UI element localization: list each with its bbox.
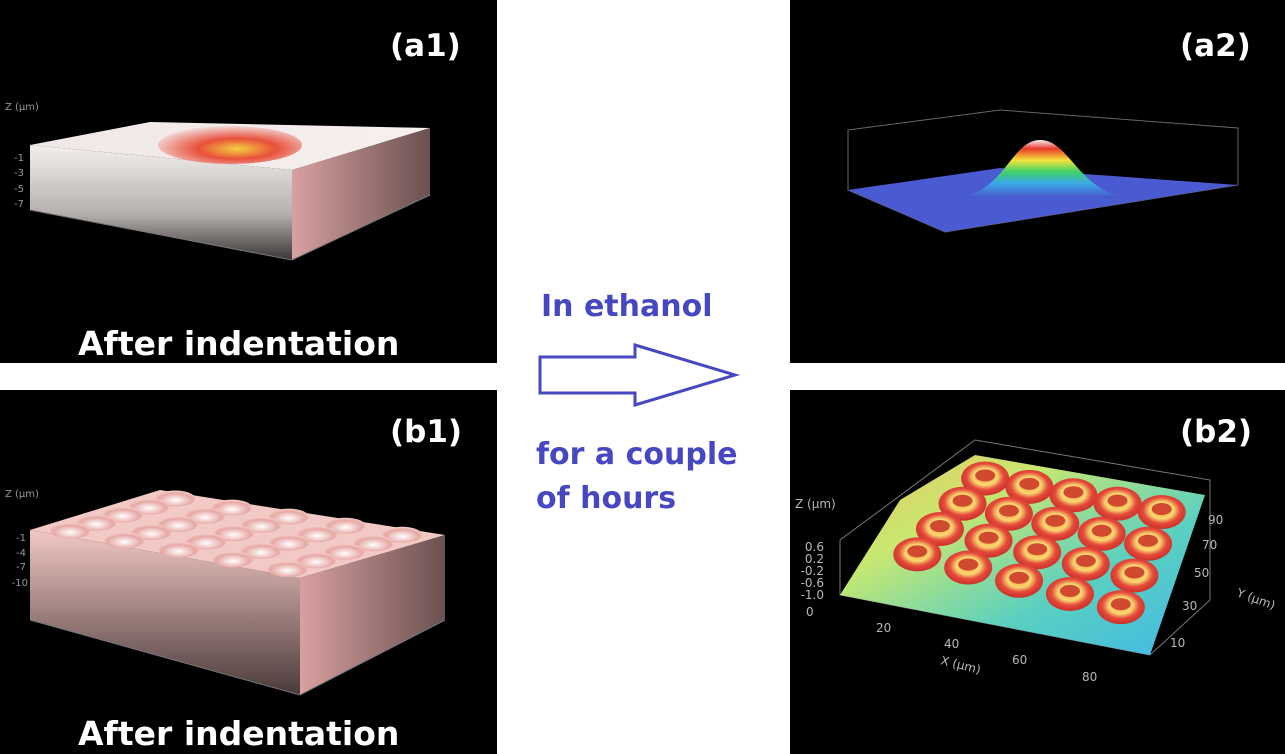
tick-label: -1 xyxy=(16,533,26,544)
pit xyxy=(1019,477,1040,490)
pit xyxy=(952,494,973,507)
pit xyxy=(975,469,996,482)
tick-label: -1 xyxy=(14,153,24,164)
tick-label: 0 xyxy=(806,605,814,619)
arrow-text: In ethanol xyxy=(541,289,713,324)
tick-label: 60 xyxy=(1012,653,1027,667)
pit xyxy=(1027,543,1048,556)
caption: After indentation xyxy=(78,324,399,363)
dome xyxy=(1061,546,1110,581)
caption: After indentation xyxy=(78,714,399,753)
pit xyxy=(325,517,366,534)
surface-b1 xyxy=(29,490,446,696)
dome xyxy=(1096,590,1145,625)
pit xyxy=(213,525,254,542)
surface-b2 xyxy=(839,439,1211,656)
dome xyxy=(1110,558,1159,593)
pit xyxy=(1138,534,1159,547)
pit xyxy=(1063,486,1084,499)
pit xyxy=(1124,566,1145,579)
pit xyxy=(382,526,423,543)
tick-label: 90 xyxy=(1208,513,1223,527)
pit xyxy=(1009,571,1030,584)
pit xyxy=(158,541,199,558)
dome xyxy=(1013,535,1062,570)
pit xyxy=(324,543,365,560)
dome xyxy=(1077,516,1126,551)
pit xyxy=(978,531,999,544)
pit xyxy=(269,534,310,551)
pit xyxy=(1091,524,1112,537)
pit xyxy=(1110,598,1131,611)
tick-label: 0.2 xyxy=(805,552,824,566)
pit xyxy=(998,504,1019,517)
tick-label: 0.6 xyxy=(805,540,824,554)
pit xyxy=(929,520,950,533)
dome xyxy=(1005,469,1054,504)
arrow-text: for a couple xyxy=(536,437,737,472)
dome xyxy=(995,563,1044,598)
panel-label: (a2) xyxy=(1180,28,1251,64)
pit xyxy=(1059,584,1080,597)
tick-label: -0.2 xyxy=(801,564,824,578)
tick-label: -5 xyxy=(14,184,24,195)
pit xyxy=(1151,503,1172,516)
tick-label: -10 xyxy=(12,578,28,589)
tick-label: 10 xyxy=(1170,636,1185,650)
pit xyxy=(1075,554,1096,567)
surface-a2 xyxy=(847,109,1239,233)
dome xyxy=(984,496,1033,531)
panel-label: (a1) xyxy=(390,28,461,64)
pit xyxy=(1045,514,1066,527)
pit xyxy=(241,542,282,559)
axis-label: Z (μm) xyxy=(5,102,39,113)
dome xyxy=(964,523,1013,558)
surface-a1 xyxy=(29,122,431,261)
pit xyxy=(213,551,254,568)
pit xyxy=(1107,494,1128,507)
tick-label: -7 xyxy=(16,562,26,573)
dome xyxy=(961,461,1010,496)
pit xyxy=(50,522,91,539)
tick-label: -0.6 xyxy=(801,576,824,590)
axis-label: Z (μm) xyxy=(5,489,39,500)
pit xyxy=(267,560,308,577)
panel-label: (b1) xyxy=(390,414,462,450)
pit xyxy=(241,516,282,533)
pit xyxy=(296,552,337,569)
tick-label: -3 xyxy=(14,168,24,179)
pit xyxy=(958,558,979,571)
pit xyxy=(186,533,227,550)
tick-label: 20 xyxy=(876,621,891,635)
tick-label: -7 xyxy=(14,199,24,210)
tick-label: 80 xyxy=(1082,670,1097,684)
pit xyxy=(268,508,309,525)
dome xyxy=(944,550,993,585)
dome xyxy=(915,512,964,547)
tick-label: -1.0 xyxy=(801,588,824,602)
tick-label: 50 xyxy=(1194,566,1209,580)
axis-label: Z (μm) xyxy=(795,497,836,511)
dome xyxy=(1049,478,1098,513)
tick-label: 70 xyxy=(1202,538,1217,552)
arrow xyxy=(538,342,741,408)
arrow-text: of hours xyxy=(536,481,676,516)
dome xyxy=(1093,486,1142,521)
pit xyxy=(353,535,394,552)
tick-label: -4 xyxy=(16,548,26,559)
tick-label: 40 xyxy=(944,637,959,651)
dome xyxy=(1031,506,1080,541)
dome xyxy=(893,537,942,572)
dome xyxy=(1124,526,1173,561)
pit xyxy=(907,545,928,558)
dome xyxy=(938,486,987,521)
tick-label: 30 xyxy=(1182,599,1197,613)
dome xyxy=(1137,495,1186,530)
pit xyxy=(297,526,338,543)
pit xyxy=(104,532,145,549)
dome xyxy=(1045,576,1094,611)
panel-label: (b2) xyxy=(1180,414,1252,450)
